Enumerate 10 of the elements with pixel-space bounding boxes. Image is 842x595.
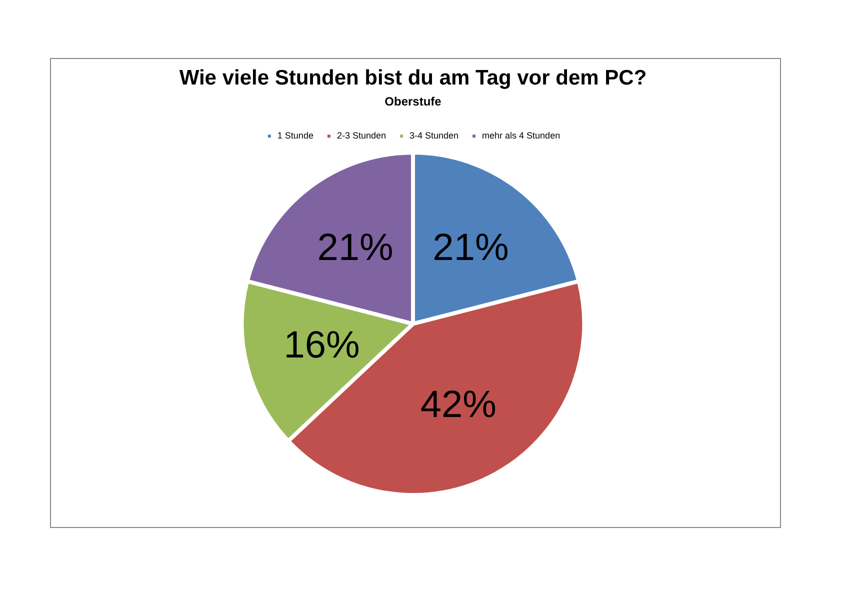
legend-label: 3-4 Stunden (409, 130, 459, 141)
data-label: 21% (317, 226, 394, 269)
data-label: 21% (432, 226, 509, 269)
data-label: 42% (420, 384, 496, 426)
legend-label: 2-3 Stunden (336, 130, 386, 141)
legend-label: 1 Stunde (277, 130, 314, 141)
chart-title: Wie viele Stunden bist du am Tag vor dem PC? (179, 66, 647, 90)
chart-subtitle: Oberstufe (384, 94, 442, 109)
legend-label: mehr als 4 Stunden (482, 130, 560, 141)
data-label: 16% (284, 324, 360, 367)
